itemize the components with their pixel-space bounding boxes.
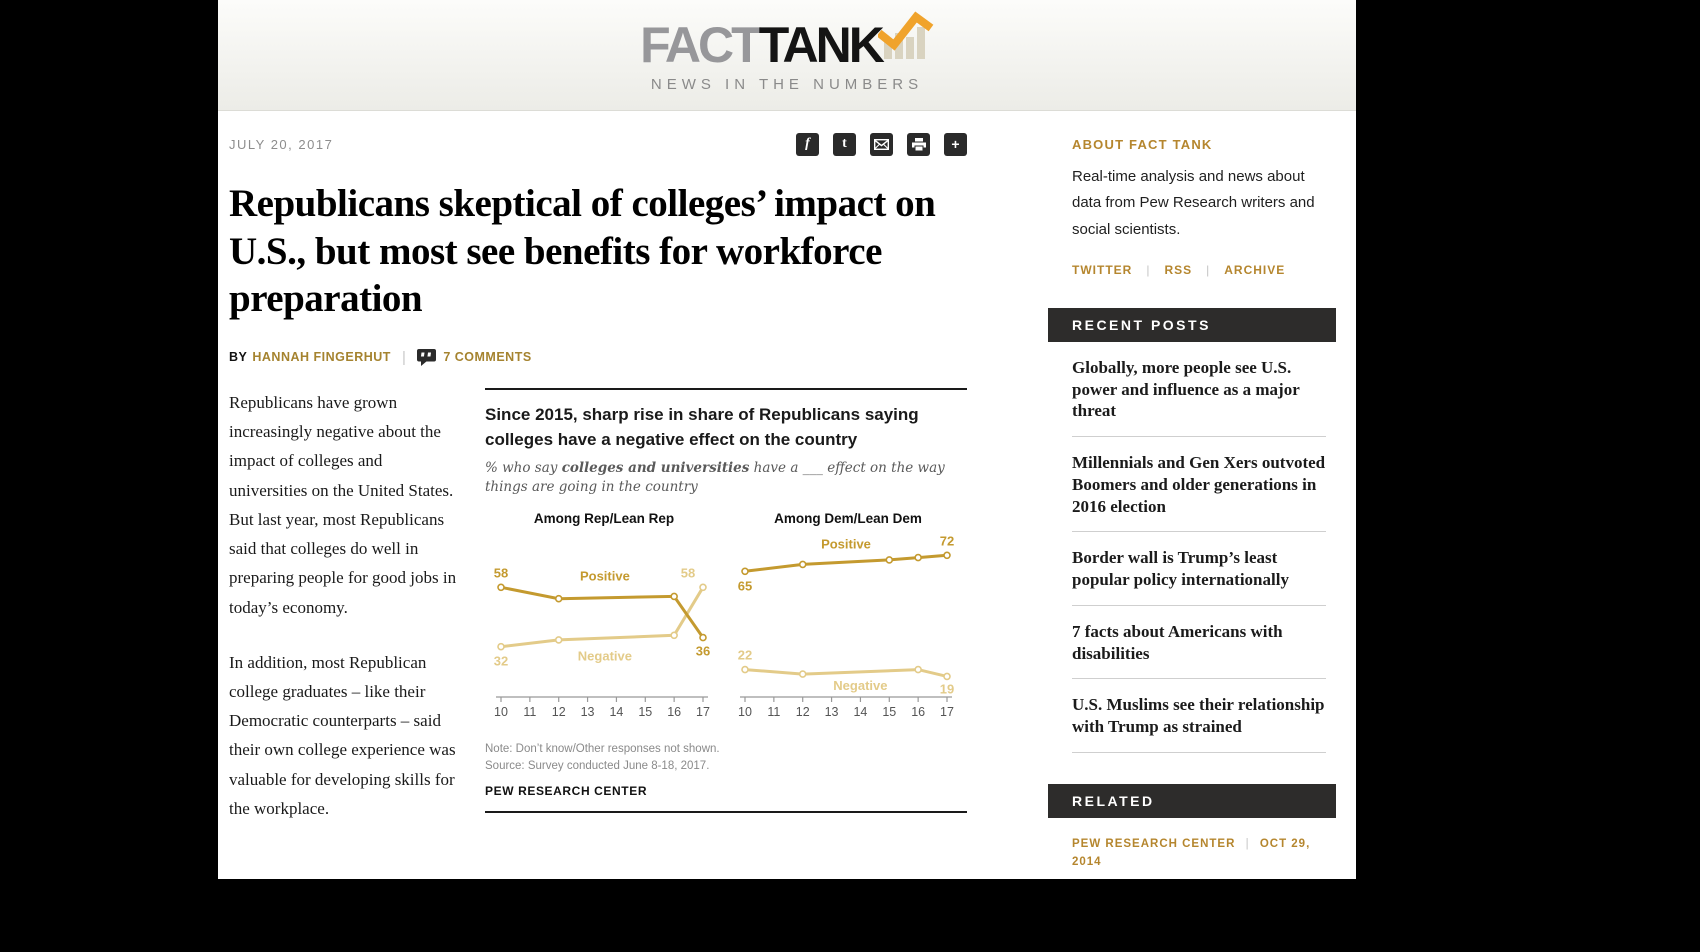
chart-panel-republicans: Among Rep/Lean Rep 10 11 12 13 14 15 16 17 32 58 N…: [485, 511, 723, 727]
panel-title: Among Dem/Lean Dem: [774, 510, 922, 526]
svg-text:17: 17: [696, 705, 710, 719]
article-date: JULY 20, 2017: [229, 136, 334, 152]
svg-text:13: 13: [825, 705, 839, 719]
recent-post-link[interactable]: Millennials and Gen Xers outvoted Boomer…: [1072, 437, 1326, 533]
article-title: Republicans skeptical of colleges’ impac…: [229, 182, 936, 321]
chart-subtitle: % who say colleges and universities have…: [485, 460, 945, 496]
svg-text:22: 22: [738, 648, 752, 663]
svg-text:11: 11: [767, 705, 780, 719]
svg-text:36: 36: [696, 644, 710, 659]
svg-text:16: 16: [667, 705, 681, 719]
about-fact-tank-text: Real-time analysis and news about data f…: [1072, 168, 1315, 238]
about-fact-tank-header: ABOUT FACT TANK: [1072, 137, 1213, 152]
paragraph: In addition, most Republican college gra…: [229, 652, 456, 818]
more-icon[interactable]: +: [944, 132, 967, 156]
svg-text:10: 10: [738, 705, 752, 719]
svg-text:58: 58: [494, 565, 508, 580]
byline-separator: |: [401, 348, 407, 366]
svg-text:Negative: Negative: [578, 648, 632, 663]
panel-title: Among Rep/Lean Rep: [533, 510, 675, 526]
about-links: TWITTER | RSS | ARCHIVE: [1072, 262, 1286, 277]
chart-figure: Since 2015, sharp rise in share of Repub…: [485, 387, 967, 849]
chart-title: Since 2015, sharp rise in share of Repub…: [485, 404, 919, 449]
svg-text:15: 15: [882, 705, 896, 719]
svg-text:12: 12: [552, 705, 566, 719]
print-icon[interactable]: [907, 132, 930, 156]
archive-link[interactable]: ARCHIVE: [1224, 262, 1286, 277]
svg-text:14: 14: [609, 705, 623, 719]
chart-note: Note: Don’t know/Other responses not sho…: [485, 742, 720, 772]
article-column: JULY 20, 2017 f t + Republicans skeptica…: [229, 132, 967, 849]
svg-text:32: 32: [494, 654, 508, 669]
svg-text:Positive: Positive: [580, 568, 630, 583]
related-source: PEW RESEARCH CENTER: [1072, 837, 1236, 850]
recent-post-link[interactable]: 7 facts about Americans with disabilitie…: [1072, 606, 1326, 680]
line-chart-rep: 10 11 12 13 14 15 16 17 32 58 Negative 58 36 Positive: [494, 565, 710, 719]
svg-text:12: 12: [796, 705, 810, 719]
factank-logo[interactable]: FACTTANK: [640, 17, 885, 73]
related-header: RELATED: [1048, 783, 1336, 818]
logo-fact-text: FACT: [640, 17, 762, 73]
related-item-meta[interactable]: PEW RESEARCH CENTER | OCT 29, 2014: [1072, 837, 1311, 869]
svg-text:72: 72: [940, 533, 954, 548]
rss-link[interactable]: RSS: [1164, 262, 1193, 277]
svg-text:16: 16: [911, 705, 925, 719]
recent-post-link[interactable]: Globally, more people see U.S. power and…: [1072, 342, 1326, 437]
recent-posts-list: Globally, more people see U.S. power and…: [1048, 342, 1336, 753]
recent-posts-header: RECENT POSTS: [1048, 307, 1336, 342]
svg-text:15: 15: [638, 705, 652, 719]
chart-panels: Among Rep/Lean Rep 10 11 12 13 14 15 16 17 32 58 N…: [485, 511, 967, 727]
svg-text:10: 10: [494, 705, 508, 719]
svg-text:14: 14: [853, 705, 867, 719]
svg-text:65: 65: [738, 578, 752, 593]
comments-link[interactable]: 7 COMMENTS: [443, 350, 532, 365]
svg-text:Negative: Negative: [833, 678, 887, 693]
chart-source-brand: PEW RESEARCH CENTER: [485, 784, 967, 814]
logo-chart-icon: [876, 11, 934, 68]
comments-bubble-icon[interactable]: [417, 348, 437, 366]
author-link[interactable]: HANNAH FINGERHUT: [252, 350, 391, 365]
twitter-link[interactable]: TWITTER: [1072, 262, 1133, 277]
facebook-icon[interactable]: f: [796, 132, 819, 156]
recent-post-link[interactable]: U.S. Muslims see their relationship with…: [1072, 679, 1326, 753]
masthead-tagline: NEWS IN THE NUMBERS: [650, 76, 924, 93]
recent-post-link[interactable]: Border wall is Trump’s least popular pol…: [1072, 532, 1326, 606]
related-date: OCT 29, 2014: [1072, 837, 1311, 869]
masthead: FACTTANK NEWS IN THE NUMBERS: [218, 0, 1356, 111]
chart-panel-democrats: Among Dem/Lean Dem 10 11 12 13 14 15 16 17 22 19 N…: [729, 511, 967, 727]
svg-text:19: 19: [940, 681, 954, 696]
email-icon[interactable]: [870, 132, 893, 156]
byline: BY HANNAH FINGERHUT | 7 COMMENTS: [229, 348, 967, 366]
byline-prefix: BY: [229, 350, 248, 365]
paragraph: Republicans have grown increasingly nega…: [229, 392, 457, 617]
svg-text:Positive: Positive: [821, 536, 871, 551]
line-chart-dem: 10 11 12 13 14 15 16 17 22 19 Negative 65 72 Positive: [738, 533, 954, 719]
twitter-icon[interactable]: t: [833, 132, 856, 156]
svg-text:58: 58: [681, 565, 695, 580]
svg-text:13: 13: [581, 705, 595, 719]
svg-text:17: 17: [940, 705, 954, 719]
article-body: Republicans have grown increasingly nega…: [229, 388, 462, 849]
svg-text:11: 11: [523, 705, 536, 719]
logo-tank-text: TANK: [758, 17, 885, 73]
webpage: FACTTANK NEWS IN THE NUMBERS JULY 20, 20…: [218, 0, 1356, 879]
share-toolbar: f t +: [796, 132, 967, 156]
sidebar: ABOUT FACT TANK Real-time analysis and n…: [1048, 137, 1336, 872]
